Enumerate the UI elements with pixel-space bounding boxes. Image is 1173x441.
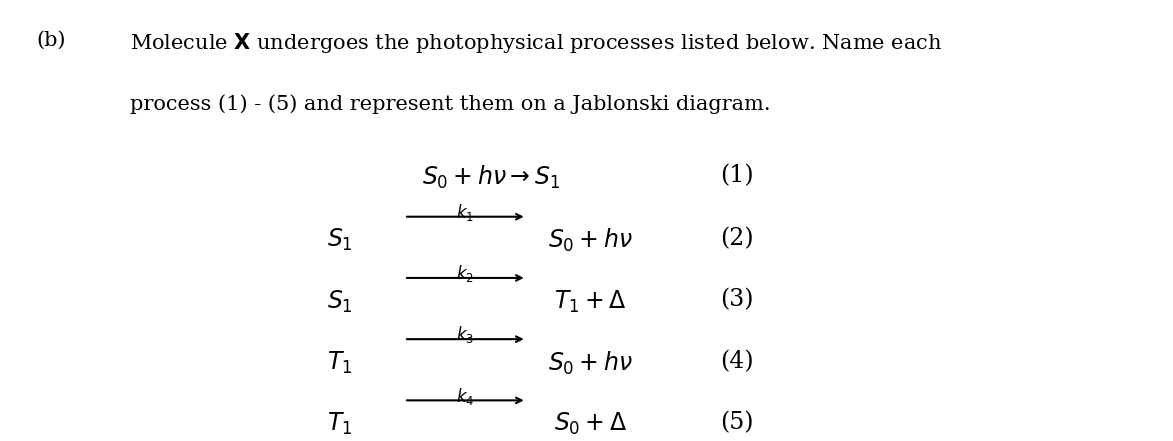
Text: (4): (4) (720, 350, 753, 373)
Text: $k_4$: $k_4$ (456, 386, 475, 407)
Text: (b): (b) (36, 31, 66, 50)
Text: $k_3$: $k_3$ (456, 325, 474, 345)
Text: process (1) - (5) and represent them on a Jablonski diagram.: process (1) - (5) and represent them on … (130, 94, 771, 114)
Text: (5): (5) (720, 411, 753, 434)
Text: $S_0 + h\nu$: $S_0 + h\nu$ (549, 227, 633, 254)
Text: Molecule $\mathbf{X}$ undergoes the photophysical processes listed below. Name e: Molecule $\mathbf{X}$ undergoes the phot… (130, 31, 942, 55)
Text: $S_0 + h\nu$: $S_0 + h\nu$ (549, 350, 633, 377)
Text: $S_1$: $S_1$ (327, 227, 353, 254)
Text: (1): (1) (720, 164, 753, 187)
Text: $T_1$: $T_1$ (327, 350, 353, 376)
Text: (2): (2) (720, 227, 753, 250)
Text: $T_1$: $T_1$ (327, 411, 353, 437)
Text: $T_1 + \Delta$: $T_1 + \Delta$ (555, 288, 628, 315)
Text: $S_1$: $S_1$ (327, 288, 353, 315)
Text: $S_0 + h\nu \rightarrow S_1$: $S_0 + h\nu \rightarrow S_1$ (422, 164, 561, 191)
Text: $k_1$: $k_1$ (456, 202, 474, 223)
Text: $S_0 + \Delta$: $S_0 + \Delta$ (554, 411, 628, 437)
Text: (3): (3) (720, 288, 753, 311)
Text: $k_2$: $k_2$ (456, 263, 474, 284)
